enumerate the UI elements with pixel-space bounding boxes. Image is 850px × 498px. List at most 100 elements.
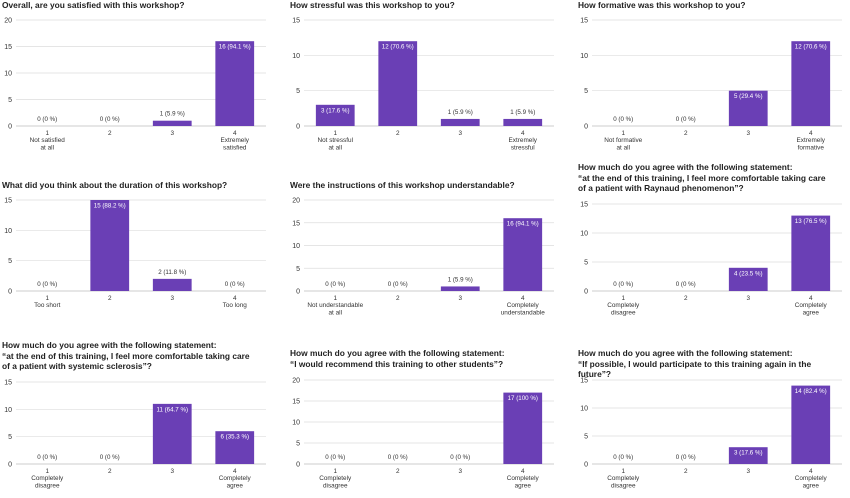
y-tick-label: 0	[8, 289, 12, 296]
y-tick-label: 0	[296, 289, 300, 296]
data-label: 0 (0 %)	[225, 281, 245, 288]
bar	[378, 41, 418, 127]
data-label: 16 (94.1 %)	[507, 221, 539, 228]
x-tick-label: 2	[684, 130, 688, 137]
y-tick-label: 10	[292, 53, 300, 60]
y-tick-label: 20	[292, 198, 300, 205]
bar	[440, 118, 480, 126]
x-tick-label: 1 Completely disagree	[31, 468, 64, 489]
data-label: 0 (0 %)	[388, 281, 408, 288]
bar	[152, 403, 192, 464]
bar	[152, 120, 192, 126]
x-tick-label: 3	[170, 468, 174, 475]
x-tick-label: 1 Not understandable at all	[307, 295, 363, 316]
data-label: 0 (0 %)	[37, 116, 57, 123]
data-label: 0 (0 %)	[613, 116, 633, 123]
x-tick-label: 4 Completely agree	[795, 295, 828, 316]
data-label: 0 (0 %)	[325, 281, 345, 288]
chart-panel-participate: How much do you agree with the following…	[578, 348, 844, 498]
y-tick-label: 15	[292, 399, 300, 406]
y-tick-label: 15	[292, 220, 300, 227]
bar	[215, 41, 255, 127]
y-tick-label: 5	[296, 441, 300, 448]
data-label: 15 (88.2 %)	[94, 203, 126, 210]
chart-title: How formative was this workshop to you?	[578, 0, 746, 10]
data-label: 5 (29.4 %)	[734, 93, 763, 100]
x-tick-label: 1 Not formative at all	[604, 130, 642, 151]
chart-title: How much do you agree with the following…	[578, 348, 812, 379]
y-tick-label: 0	[8, 124, 12, 131]
x-tick-label: 2	[108, 468, 112, 475]
x-tick-label: 2	[684, 295, 688, 302]
x-tick-label: 4 Extremely formative	[797, 130, 826, 151]
x-tick-label: 2	[396, 295, 400, 302]
bar	[791, 215, 831, 291]
y-tick-label: 0	[584, 124, 588, 131]
data-label: 3 (17.6 %)	[734, 450, 763, 457]
bar	[90, 200, 130, 291]
y-tick-label: 20	[292, 378, 300, 385]
bar-chart-raynaud: 0 5 10 15 0 (0 %) 1 Completely disagree 0 (0 %) 2…	[580, 202, 842, 316]
x-tick-label: 3	[458, 468, 462, 475]
bar	[440, 286, 480, 291]
chart-title: How stressful was this workshop to you?	[290, 0, 455, 10]
data-label: 0 (0 %)	[388, 454, 408, 461]
data-label: 14 (82.4 %)	[795, 388, 827, 395]
bar-chart-duration: 0 5 10 15 0 (0 %) 1 Too short 15 (88.2 %) 2 2 (11…	[4, 198, 266, 309]
data-label: 17 (100 %)	[508, 395, 538, 402]
y-tick-label: 10	[4, 228, 12, 235]
x-tick-label: 1 Not stressful at all	[317, 130, 353, 151]
data-label: 1 (5.9 %)	[510, 109, 535, 116]
y-tick-label: 5	[8, 434, 12, 441]
x-tick-label: 3	[746, 468, 750, 475]
chart-title: What did you think about the duration of…	[2, 180, 228, 190]
data-label: 0 (0 %)	[37, 454, 57, 461]
y-tick-label: 15	[580, 202, 588, 209]
y-tick-label: 10	[580, 231, 588, 238]
data-label: 1 (5.9 %)	[160, 111, 185, 118]
bar	[215, 431, 255, 464]
y-tick-label: 15	[4, 44, 12, 51]
data-label: 16 (94.1 %)	[219, 44, 251, 51]
data-label: 4 (23.5 %)	[734, 270, 763, 277]
bar	[503, 218, 543, 291]
data-label: 12 (70.6 %)	[382, 44, 414, 51]
x-tick-label: 1 Too short	[34, 295, 61, 309]
chart-panel-formative: How formative was this workshop to you? …	[578, 0, 844, 160]
data-label: 0 (0 %)	[676, 116, 696, 123]
y-tick-label: 5	[584, 260, 588, 267]
chart-panel-raynaud: How much do you agree with the following…	[578, 162, 844, 325]
bar	[791, 41, 831, 127]
y-tick-label: 10	[292, 420, 300, 427]
bar	[152, 278, 192, 291]
bar	[791, 385, 831, 464]
data-label: 0 (0 %)	[613, 454, 633, 461]
y-tick-label: 5	[296, 88, 300, 95]
bar	[315, 104, 355, 126]
x-tick-label: 3	[170, 295, 174, 302]
bar-chart-instructions: 0 5 10 15 20 0 (0 %) 1 Not understandable at all…	[292, 198, 554, 316]
y-tick-label: 0	[584, 462, 588, 469]
y-tick-label: 0	[296, 124, 300, 131]
y-tick-label: 10	[4, 407, 12, 414]
x-tick-label: 4 Too long	[223, 295, 248, 309]
chart-title: How much do you agree with the following…	[290, 348, 505, 369]
bar-chart-sclerosis: 0 5 10 15 0 (0 %) 1 Completely disagree 0 (0 %) 2…	[4, 380, 266, 489]
x-tick-label: 4 Completely agree	[219, 468, 252, 489]
data-label: 1 (5.9 %)	[448, 109, 473, 116]
x-tick-label: 1 Not satisfied at all	[30, 130, 66, 151]
bar-chart-stress: 0 5 10 15 3 (17.6 %) 1 Not stressful at all 12 (…	[292, 18, 554, 151]
y-tick-label: 5	[8, 97, 12, 104]
y-tick-label: 0	[8, 462, 12, 469]
chart-title: How much do you agree with the following…	[2, 340, 250, 371]
y-tick-label: 5	[296, 266, 300, 273]
x-tick-label: 4 Extremely satisfied	[221, 130, 250, 151]
data-label: 3 (17.6 %)	[321, 107, 350, 114]
y-tick-label: 15	[580, 378, 588, 385]
data-label: 0 (0 %)	[676, 281, 696, 288]
data-label: 0 (0 %)	[676, 454, 696, 461]
y-tick-label: 15	[292, 18, 300, 25]
bar	[503, 392, 543, 464]
y-tick-label: 15	[580, 18, 588, 25]
data-label: 6 (35.3 %)	[220, 434, 249, 441]
